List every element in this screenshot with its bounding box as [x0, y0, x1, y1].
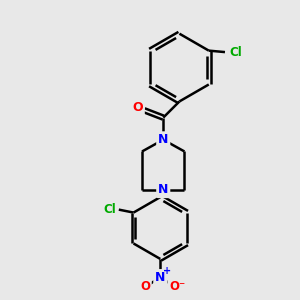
Text: N: N — [158, 183, 168, 196]
Text: O: O — [140, 280, 150, 293]
Text: Cl: Cl — [103, 203, 116, 216]
Text: +: + — [163, 266, 171, 276]
Text: O: O — [132, 101, 143, 114]
Text: Cl: Cl — [229, 46, 242, 59]
Text: O⁻: O⁻ — [169, 280, 185, 293]
Text: N: N — [155, 271, 166, 284]
Text: N: N — [158, 133, 168, 146]
